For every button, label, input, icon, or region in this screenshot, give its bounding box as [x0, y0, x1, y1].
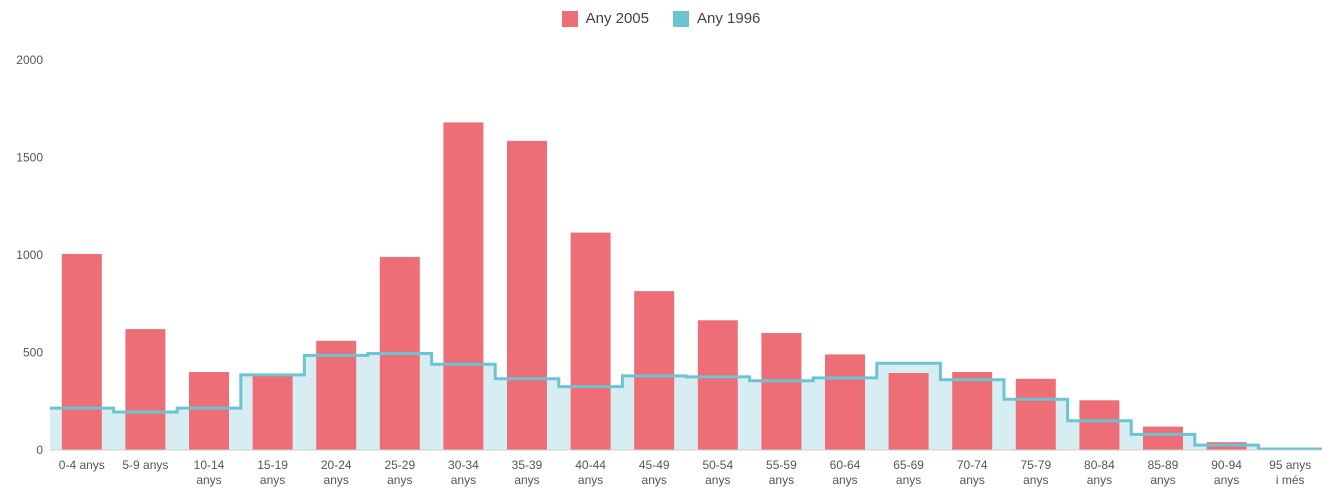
bar-2005[interactable] [761, 333, 802, 450]
legend-label-1996: Any 1996 [697, 10, 761, 27]
legend-label-2005: Any 2005 [585, 10, 649, 27]
legend-swatch-2005 [561, 10, 578, 27]
x-tick-label: 65-69 anys [893, 458, 924, 487]
x-tick-label: 85-89 anys [1148, 458, 1179, 487]
bar-2005[interactable] [1143, 426, 1183, 450]
y-tick-label: 0 [36, 443, 43, 457]
bar-2005[interactable] [443, 122, 484, 451]
y-tick-label: 2000 [16, 53, 43, 67]
bar-2005[interactable] [189, 372, 229, 450]
y-tick-label: 1500 [16, 151, 43, 165]
bar-2005[interactable] [507, 140, 547, 450]
x-tick-label: 35-39 anys [512, 458, 543, 487]
legend: Any 2005 Any 1996 [0, 10, 1322, 27]
x-tick-label: 60-64 anys [830, 458, 861, 487]
x-tick-label: 5-9 anys [122, 458, 168, 472]
legend-item-1996[interactable]: Any 1996 [673, 10, 760, 27]
bar-2005[interactable] [125, 329, 166, 450]
series-1996-line [50, 352, 1322, 451]
bar-2005[interactable] [570, 232, 611, 450]
y-tick-label: 500 [23, 346, 43, 360]
legend-item-2005[interactable]: Any 2005 [561, 10, 649, 27]
x-tick-label: 55-59 anys [766, 458, 797, 487]
x-tick-label: 15-19 anys [257, 458, 288, 487]
bar-2005[interactable] [825, 354, 865, 450]
x-tick-label: 90-94 anys [1211, 458, 1242, 487]
x-tick-label: 10-14 anys [194, 458, 225, 487]
x-tick-label: 0-4 anys [59, 458, 105, 472]
y-tick-label: 1000 [16, 248, 43, 262]
x-tick-label: 95 anys i més [1269, 458, 1311, 487]
x-tick-label: 75-79 anys [1020, 458, 1051, 487]
bar-2005[interactable] [1015, 378, 1056, 450]
bar-2005[interactable] [888, 373, 929, 450]
x-tick-label: 70-74 anys [957, 458, 988, 487]
legend-swatch-1996 [673, 10, 689, 27]
x-tick-label: 30-34 anys [448, 458, 479, 487]
bar-2005[interactable] [697, 320, 738, 450]
x-tick-label: 50-54 anys [702, 458, 733, 487]
x-tick-label: 40-44 anys [575, 458, 606, 487]
bar-2005[interactable] [634, 291, 675, 450]
x-tick-label: 80-84 anys [1084, 458, 1115, 487]
bar-2005[interactable] [952, 372, 993, 450]
x-tick-label: 25-29 anys [384, 458, 415, 487]
series-1996-area [50, 353, 1322, 450]
bar-2005[interactable] [252, 375, 293, 450]
bar-2005[interactable] [316, 340, 357, 450]
bar-2005[interactable] [1079, 400, 1120, 450]
x-tick-label: 20-24 anys [321, 458, 352, 487]
bar-2005[interactable] [61, 254, 102, 450]
x-tick-label: 45-49 anys [639, 458, 670, 487]
